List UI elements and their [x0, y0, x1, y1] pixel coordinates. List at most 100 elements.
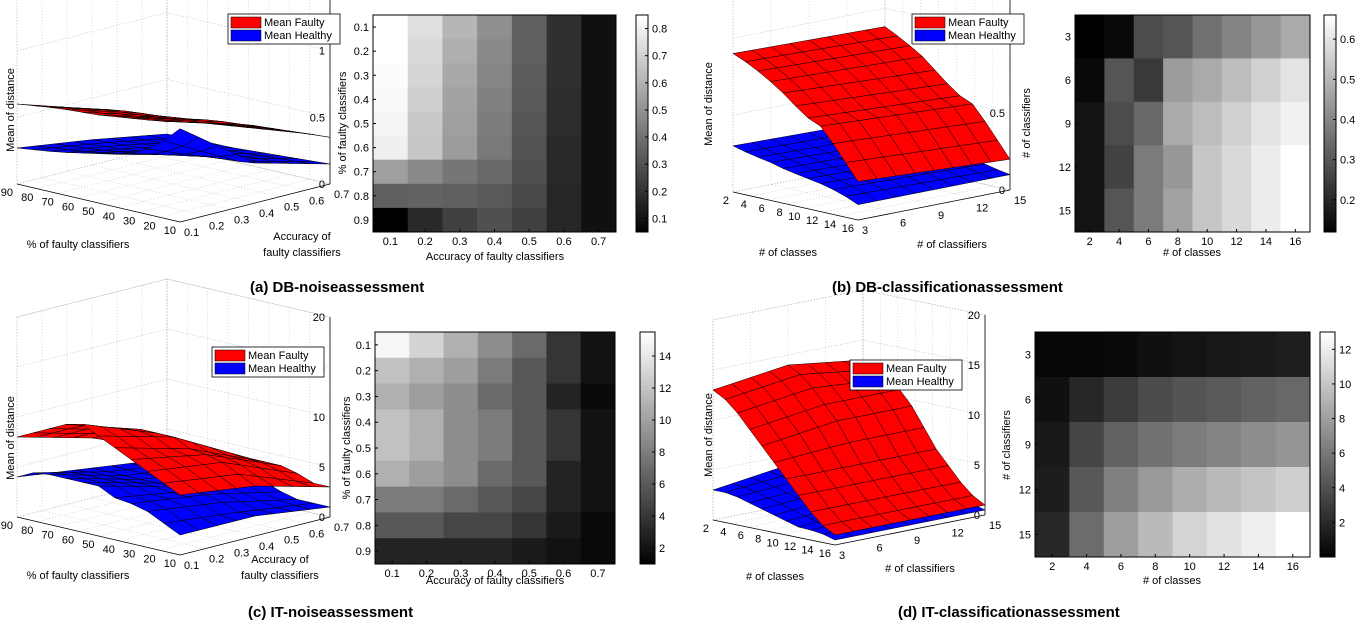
y-tick-label: 6 [1065, 75, 1071, 87]
colorbar-segment [1320, 410, 1335, 415]
colorbar-segment [1320, 474, 1335, 479]
colorbar-segment [636, 29, 648, 34]
y-axis-label: # of classifiers [917, 239, 987, 251]
colorbar-segment [1324, 80, 1336, 85]
heatmap-cell [373, 183, 409, 209]
colorbar-segment [636, 163, 648, 168]
colorbar-segment [640, 506, 655, 511]
y-tick-label: 0.5 [354, 119, 369, 131]
heatmap-cell [409, 460, 445, 488]
colorbar-segment [1320, 523, 1335, 528]
x-tick-label: 0.7 [590, 568, 605, 580]
colorbar-tick-label: 8 [659, 447, 665, 459]
heatmap-cell [511, 63, 548, 88]
colorbar-frame [635, 14, 649, 233]
heatmap-cell [477, 207, 513, 233]
colorbar-segment [1320, 497, 1335, 502]
colorbar-segment [640, 428, 655, 434]
colorbar-segment [640, 513, 655, 519]
heatmap-cell [1163, 101, 1193, 146]
colorbar-segment [1320, 485, 1335, 490]
colorbar-segment [1320, 444, 1335, 449]
colorbar-segment [636, 76, 648, 81]
colorbar-segment [1324, 62, 1336, 67]
colorbar-segment [1320, 478, 1335, 483]
colorbar-segment [636, 181, 648, 186]
colorbar-segment [1324, 40, 1336, 45]
heatmap-cell [443, 357, 479, 385]
z-axis-label: Mean of distance [703, 393, 715, 477]
heatmap-cell [1035, 332, 1070, 378]
y-grid-line [66, 0, 231, 210]
heatmap-cell [442, 159, 478, 185]
colorbar-segment [1320, 384, 1335, 389]
heatmap-cell [407, 111, 443, 137]
y-tick-label: 0.5 [284, 535, 299, 547]
heatmap-cell [375, 435, 410, 462]
colorbar-segment [1324, 127, 1336, 132]
heatmap-cell [581, 39, 617, 64]
x-tick-label: 14 [1252, 561, 1264, 573]
z-grid-line [16, 278, 331, 318]
colorbar-segment [1324, 188, 1336, 193]
colorbar-segment [1320, 414, 1335, 419]
x-tick-label: 80 [21, 192, 33, 204]
x-tick-label: 8 [776, 207, 782, 219]
colorbar-frame [1323, 14, 1337, 233]
colorbar-segment [1320, 542, 1335, 547]
legend-label-faulty: Mean Faulty [248, 350, 309, 362]
colorbar-segment [1324, 148, 1336, 153]
colorbar-segment [1324, 170, 1336, 175]
colorbar-segment [640, 386, 655, 391]
colorbar-segment [636, 166, 648, 172]
panel-a-heatmap: 0.1 0.2 0.3 0.4 0.5 0.6 0.7 0.1 0.2 0.3 0.4 0.5 0.6 0… [337, 14, 667, 263]
y-tick-label: 0.3 [234, 547, 249, 559]
x-grid-line [37, 283, 188, 522]
colorbar-segment [1320, 407, 1335, 412]
heatmap-cell [511, 183, 548, 209]
colorbar-segment [640, 397, 655, 403]
heatmap-cell [407, 159, 443, 185]
x-tick-label: 8 [755, 534, 761, 546]
y-tick-label: 9 [938, 210, 944, 222]
colorbar-segment [1324, 29, 1336, 34]
colorbar-segment [1324, 65, 1336, 70]
colorbar-segment [640, 560, 655, 565]
heatmap-cell [375, 512, 410, 539]
legend-label-faulty: Mean Faulty [264, 17, 325, 29]
x-grid-line [159, 0, 310, 218]
legend-swatch-healthy [230, 29, 262, 42]
heatmap-cell [1241, 512, 1277, 558]
y-tick-label: 9 [914, 535, 920, 547]
heatmap-cell [581, 63, 617, 88]
colorbar-segment [1320, 482, 1335, 487]
heatmap-cell [1069, 422, 1105, 468]
y-axis-label: # of classifiers [1021, 88, 1033, 158]
colorbar-segment [640, 556, 655, 561]
heatmap-cell [581, 207, 617, 233]
heatmap-cell [1221, 101, 1252, 146]
heatmap-cell [373, 87, 409, 112]
colorbar-segment [1324, 43, 1336, 49]
y-axis-line [834, 514, 986, 546]
y-grid-line [141, 285, 306, 524]
heatmap-cell [1221, 15, 1252, 59]
heatmap-cell [409, 538, 445, 565]
x-tick-label: 0.1 [383, 236, 398, 248]
heatmap-cell [1275, 377, 1311, 423]
heatmap-cell [477, 512, 513, 539]
colorbar-segment [1320, 399, 1335, 404]
colorbar-segment [1324, 166, 1336, 172]
y-grid-line [166, 0, 331, 185]
heatmap-cell [1251, 58, 1282, 103]
x-tick-label: 16 [1289, 236, 1301, 248]
colorbar-segment [1324, 54, 1336, 59]
y-axis-label-line2: faulty classifiers [263, 247, 341, 259]
heatmap-cell [477, 183, 513, 209]
heatmap-cell [1172, 512, 1208, 558]
x-tick-label: 0.5 [522, 568, 537, 580]
legend-label-faulty: Mean Faulty [886, 363, 947, 375]
heatmap-cell [409, 512, 445, 539]
x-tick-label: 0.6 [556, 568, 571, 580]
colorbar-segment [640, 486, 655, 492]
